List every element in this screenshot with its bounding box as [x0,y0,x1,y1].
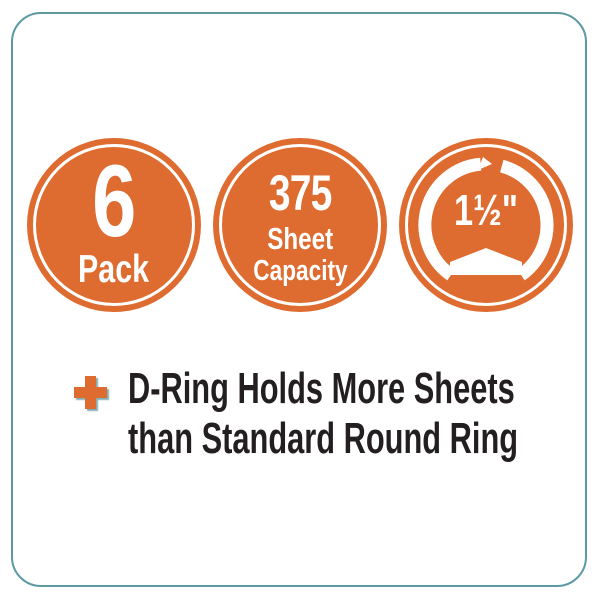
badge-ring-size: 1½" [399,138,573,312]
open-d-ring-icon [418,157,554,281]
pack-count-label: Pack [78,247,150,291]
badge-pack-count: 6 Pack [27,138,201,312]
badge-sheet-capacity: 375 Sheet Capacity [213,138,387,312]
sheet-capacity-label-2: Capacity [252,254,348,287]
feature-text-line-2: than Standard Round Ring [128,414,519,463]
sheet-capacity-value: 375 [268,165,333,222]
feature-text-line-1: D-Ring Holds More Sheets [128,364,515,413]
pack-count-value: 6 [92,144,136,259]
ring-size-value: 1½" [454,186,518,235]
sheet-capacity-label-1: Sheet [267,220,333,256]
rounded-border-frame [11,12,587,587]
plus-icon [74,376,107,409]
